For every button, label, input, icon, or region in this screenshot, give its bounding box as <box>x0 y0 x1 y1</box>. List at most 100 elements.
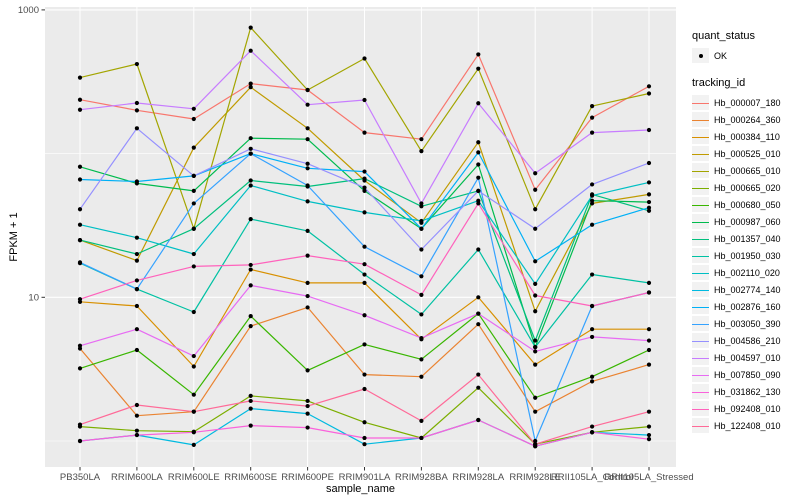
data-point <box>362 435 367 441</box>
legend-item-label: Hb_000525_010 <box>714 148 781 159</box>
data-point <box>248 146 253 151</box>
legend-key-line <box>692 282 709 297</box>
data-point <box>305 398 310 404</box>
x-tick-label: RRIM928LA <box>452 472 504 483</box>
data-point <box>419 418 424 423</box>
legend-item-Hb_000007_180: Hb_000007_180 <box>692 94 798 111</box>
data-point <box>248 151 253 156</box>
data-point <box>533 345 538 350</box>
data-point <box>362 130 367 135</box>
data-point <box>248 398 253 404</box>
data-point <box>476 295 481 300</box>
data-point <box>590 130 595 135</box>
data-point <box>533 442 538 447</box>
legend-item-Hb_000525_010: Hb_000525_010 <box>692 145 798 162</box>
data-point <box>248 217 253 222</box>
data-point <box>476 175 481 180</box>
legend-title-quant-status: quant_status <box>692 30 755 42</box>
data-point <box>191 188 196 194</box>
data-point <box>646 280 652 285</box>
data-point <box>419 312 424 317</box>
data-point <box>362 262 367 267</box>
data-point <box>191 226 196 231</box>
legend-key-line <box>692 95 709 110</box>
data-point <box>419 357 424 362</box>
y-axis-title: FPKM + 1 <box>8 212 20 262</box>
legend-key-line <box>692 350 709 365</box>
line-swatch-icon <box>692 238 709 240</box>
legend-item-label: Hb_007850_090 <box>714 369 781 380</box>
line-swatch-icon <box>692 153 709 155</box>
line-swatch-icon <box>692 272 709 274</box>
x-tick-label: PB350LA <box>60 472 101 483</box>
data-point <box>305 228 310 233</box>
data-point <box>134 428 139 433</box>
legend-item-label: Hb_002110_020 <box>714 267 780 278</box>
legend-key-line <box>692 384 709 399</box>
data-point <box>476 201 481 206</box>
data-point <box>134 327 139 332</box>
data-point <box>646 205 652 210</box>
data-point <box>191 430 196 435</box>
data-point <box>134 258 139 263</box>
legend-item-Hb_004597_010: Hb_004597_010 <box>692 349 798 366</box>
data-point <box>590 374 595 379</box>
legend-item-label: Hb_000665_010 <box>714 165 781 176</box>
data-point <box>248 48 253 53</box>
data-point <box>191 173 196 178</box>
legend-item-Hb_001357_040: Hb_001357_040 <box>692 230 798 247</box>
line-swatch-icon <box>692 204 709 206</box>
data-point <box>533 438 538 444</box>
data-point <box>533 395 538 400</box>
data-point <box>305 199 310 204</box>
data-point <box>191 106 196 111</box>
line-swatch-icon <box>692 425 709 427</box>
legend-key-line <box>692 299 709 314</box>
legend-key-line <box>692 197 709 212</box>
legend-item-label: Hb_092408_010 <box>714 403 781 414</box>
data-point <box>362 185 367 190</box>
data-point <box>305 87 310 93</box>
data-point <box>134 413 139 418</box>
data-point <box>191 251 196 257</box>
data-point <box>134 402 139 408</box>
data-point <box>533 207 538 212</box>
data-point <box>646 347 652 353</box>
data-point <box>362 210 367 215</box>
legend-item-Hb_001950_030: Hb_001950_030 <box>692 247 798 264</box>
data-point <box>590 193 595 198</box>
x-tick-label: RRIM600LA <box>111 472 163 483</box>
data-point <box>362 442 367 447</box>
data-point <box>305 305 310 310</box>
data-point <box>305 253 310 258</box>
data-point <box>134 108 139 113</box>
data-point <box>590 222 595 227</box>
data-point <box>419 226 424 231</box>
data-point <box>77 260 83 265</box>
data-point <box>248 406 253 411</box>
data-point <box>305 166 310 171</box>
line-swatch-icon <box>692 255 709 257</box>
data-point <box>134 347 139 353</box>
legend-item-Hb_007850_090: Hb_007850_090 <box>692 366 798 383</box>
data-point <box>362 342 367 347</box>
data-point <box>476 372 481 377</box>
data-point <box>77 97 83 102</box>
data-point <box>191 409 196 414</box>
data-point <box>533 259 538 264</box>
data-point <box>476 140 481 145</box>
data-point <box>590 379 595 384</box>
data-point <box>305 102 310 107</box>
legend-item-label: Hb_000987_060 <box>714 216 781 227</box>
data-point <box>590 303 595 309</box>
data-point <box>362 244 367 249</box>
data-point <box>362 188 367 194</box>
data-point <box>533 309 538 314</box>
legend-item-label: Hb_000264_360 <box>714 114 781 125</box>
data-point <box>646 127 652 133</box>
x-tick-label: RRIM901LA <box>339 472 391 483</box>
data-point <box>77 422 83 427</box>
legend-key-line <box>692 248 709 263</box>
data-point <box>646 362 652 367</box>
